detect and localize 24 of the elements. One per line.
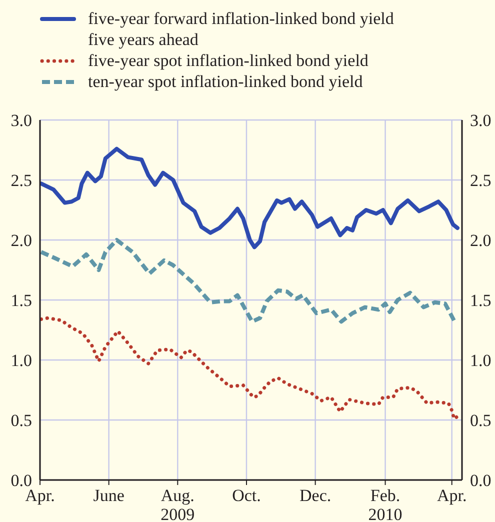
y-tick-label: 0.5 [10, 411, 32, 430]
legend-label: five-year spot inflation-linked bond yield [88, 50, 370, 71]
line-series [40, 316, 460, 421]
y2-tick-label: 1.0 [470, 351, 492, 370]
y-tick-label: 1.5 [10, 291, 32, 310]
y2-tick-label: 2.0 [470, 231, 492, 250]
legend-label: ten-year spot inflation-linked bond yield [88, 71, 364, 92]
line-series [40, 146, 460, 250]
x-tick-label: Oct. [232, 486, 261, 505]
y2-tick-label: 0.5 [470, 411, 492, 430]
y2-tick-label: 2.5 [470, 171, 492, 190]
x-tick-label: Aug. 2009 [160, 486, 195, 522]
x-tick-label: June [93, 486, 124, 505]
line-series [40, 238, 458, 325]
x-tick-label: Feb. 2010 [368, 486, 402, 522]
y2-tick-label: 0.0 [470, 471, 492, 490]
y-tick-label: 2.0 [10, 231, 32, 250]
x-tick-label: Apr. [436, 486, 467, 505]
y-tick-label: 2.5 [10, 171, 32, 190]
y-tick-label: 3.0 [10, 111, 32, 130]
x-tick-label: Dec. [300, 486, 332, 505]
y-tick-label: 1.0 [10, 351, 32, 370]
y2-tick-label: 1.5 [470, 291, 492, 310]
y2-tick-label: 3.0 [470, 111, 492, 130]
